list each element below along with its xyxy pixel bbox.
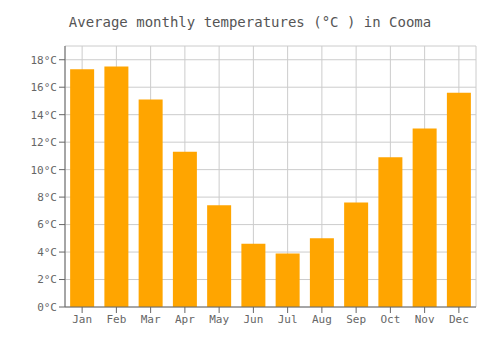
svg-text:0°C: 0°C <box>37 301 57 314</box>
svg-text:12°C: 12°C <box>31 136 58 149</box>
svg-text:2°C: 2°C <box>37 273 57 286</box>
svg-text:Nov: Nov <box>415 313 435 326</box>
svg-text:4°C: 4°C <box>37 246 57 259</box>
svg-text:10°C: 10°C <box>31 164 58 177</box>
svg-text:6°C: 6°C <box>37 218 57 231</box>
html-text:Average monthly temperatures (: Average monthly temperatures (°C ) in Co… <box>68 14 432 30</box>
svg-text:14°C: 14°C <box>31 109 58 122</box>
svg-text:18°C: 18°C <box>31 54 58 67</box>
svg-text:Jan: Jan <box>72 313 92 326</box>
svg-text:Sep: Sep <box>346 313 366 326</box>
svg-text:Oct: Oct <box>380 313 400 326</box>
svg-text:May: May <box>209 313 229 326</box>
svg-text:Jun: Jun <box>243 313 263 326</box>
svg-text:Jul: Jul <box>278 313 298 326</box>
svg-text:16°C: 16°C <box>31 81 58 94</box>
svg-text:Dec: Dec <box>449 313 469 326</box>
svg-text:Mar: Mar <box>141 313 161 326</box>
svg-text:8°C: 8°C <box>37 191 57 204</box>
svg-text:Apr: Apr <box>175 313 195 326</box>
svg-text:Feb: Feb <box>106 313 126 326</box>
svg-text:Aug: Aug <box>312 313 332 326</box>
